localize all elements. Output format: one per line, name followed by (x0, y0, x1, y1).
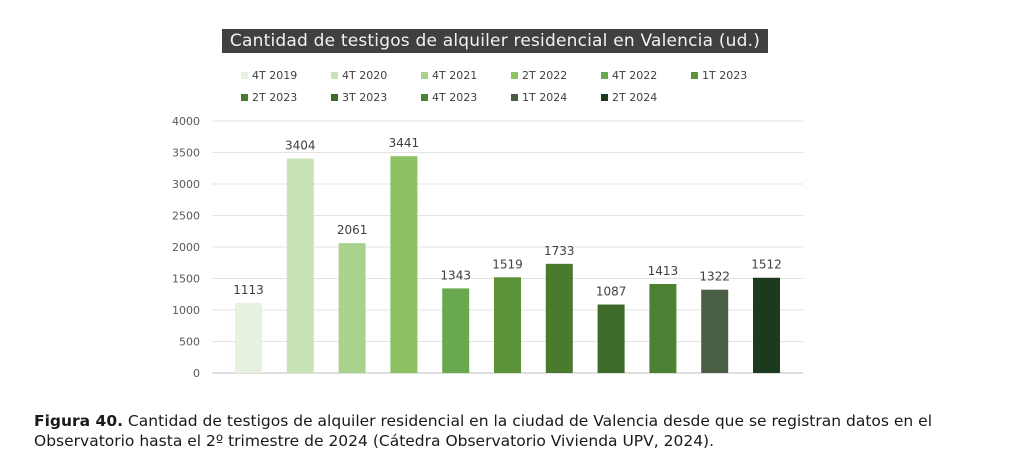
legend-label: 4T 2019 (252, 69, 298, 82)
bar-value-label: 1113 (233, 283, 264, 297)
legend-item: 3T 2023 (331, 91, 387, 104)
bar (494, 277, 521, 373)
y-tick-label: 500 (179, 336, 200, 349)
bar-value-label: 3404 (285, 139, 316, 153)
legend-swatch (331, 94, 338, 101)
y-tick-label: 2500 (172, 210, 200, 223)
bar (545, 263, 573, 373)
bar (235, 302, 262, 373)
bar-value-label: 1343 (440, 268, 471, 282)
legend-item: 4T 2021 (421, 69, 477, 82)
legend-label: 2T 2024 (612, 91, 658, 104)
legend-label: 1T 2024 (522, 91, 568, 104)
legend-swatch (241, 94, 248, 101)
legend-label: 4T 2022 (612, 69, 658, 82)
legend-item: 4T 2019 (241, 69, 297, 82)
legend-item: 2T 2024 (601, 91, 657, 104)
caption-label: Figura 40. (34, 412, 123, 430)
bar-value-label: 1322 (699, 270, 730, 284)
legend-swatch (331, 72, 338, 79)
bar-value-label: 1733 (544, 244, 575, 258)
legend-swatch (421, 94, 428, 101)
y-tick-label: 1500 (172, 273, 200, 286)
bar (338, 243, 366, 373)
caption-text: Cantidad de testigos de alquiler residen… (34, 412, 933, 450)
bar (442, 288, 470, 373)
legend-swatch (601, 72, 608, 79)
y-tick-label: 1000 (172, 304, 200, 317)
figure-caption: Figura 40. Cantidad de testigos de alqui… (34, 411, 994, 451)
legend-item: 1T 2023 (691, 69, 747, 82)
legend-item: 4T 2023 (421, 91, 477, 104)
bar (390, 156, 418, 373)
legend-item: 4T 2020 (331, 69, 387, 82)
y-tick-label: 3500 (172, 147, 200, 160)
y-tick-label: 4000 (172, 115, 200, 128)
bar-chart-plot: 0 500 1000 1500 2000 2500 3000 3500 4000 1113 3404… (172, 115, 803, 380)
legend-label: 4T 2023 (432, 91, 478, 104)
bar-value-label: 2061 (337, 223, 368, 237)
y-tick-label: 2000 (172, 241, 200, 254)
legend-label: 2T 2022 (522, 69, 568, 82)
legend-swatch (511, 94, 518, 101)
legend-swatch (511, 72, 518, 79)
legend-label: 1T 2023 (702, 69, 748, 82)
y-tick-label: 0 (193, 367, 200, 380)
bar (597, 304, 625, 373)
bar-value-label: 1413 (648, 264, 679, 278)
bar-value-label: 1512 (751, 258, 782, 272)
legend-swatch (241, 72, 248, 79)
legend-item: 2T 2022 (511, 69, 567, 82)
legend-label: 4T 2021 (432, 69, 478, 82)
bar (286, 158, 314, 373)
legend-swatch (691, 72, 698, 79)
legend-label: 3T 2023 (342, 91, 388, 104)
bar-value-label: 1087 (596, 285, 627, 299)
chart-title-box: Cantidad de testigos de alquiler residen… (222, 29, 768, 53)
bar-value-label: 3441 (389, 136, 420, 150)
chart-area: Cantidad de testigos de alquiler residen… (172, 29, 803, 380)
legend-item: 2T 2023 (241, 91, 297, 104)
chart-title: Cantidad de testigos de alquiler residen… (229, 31, 761, 51)
bar (649, 283, 677, 373)
bar (701, 289, 729, 373)
y-tick-label: 3000 (172, 178, 200, 191)
legend-swatch (421, 72, 428, 79)
bar (753, 277, 780, 373)
legend-swatch (601, 94, 608, 101)
legend-label: 4T 2020 (342, 69, 388, 82)
legend-label: 2T 2023 (252, 91, 298, 104)
legend-item: 4T 2022 (601, 69, 657, 82)
legend-item: 1T 2024 (511, 91, 567, 104)
bar-value-label: 1519 (492, 257, 523, 271)
